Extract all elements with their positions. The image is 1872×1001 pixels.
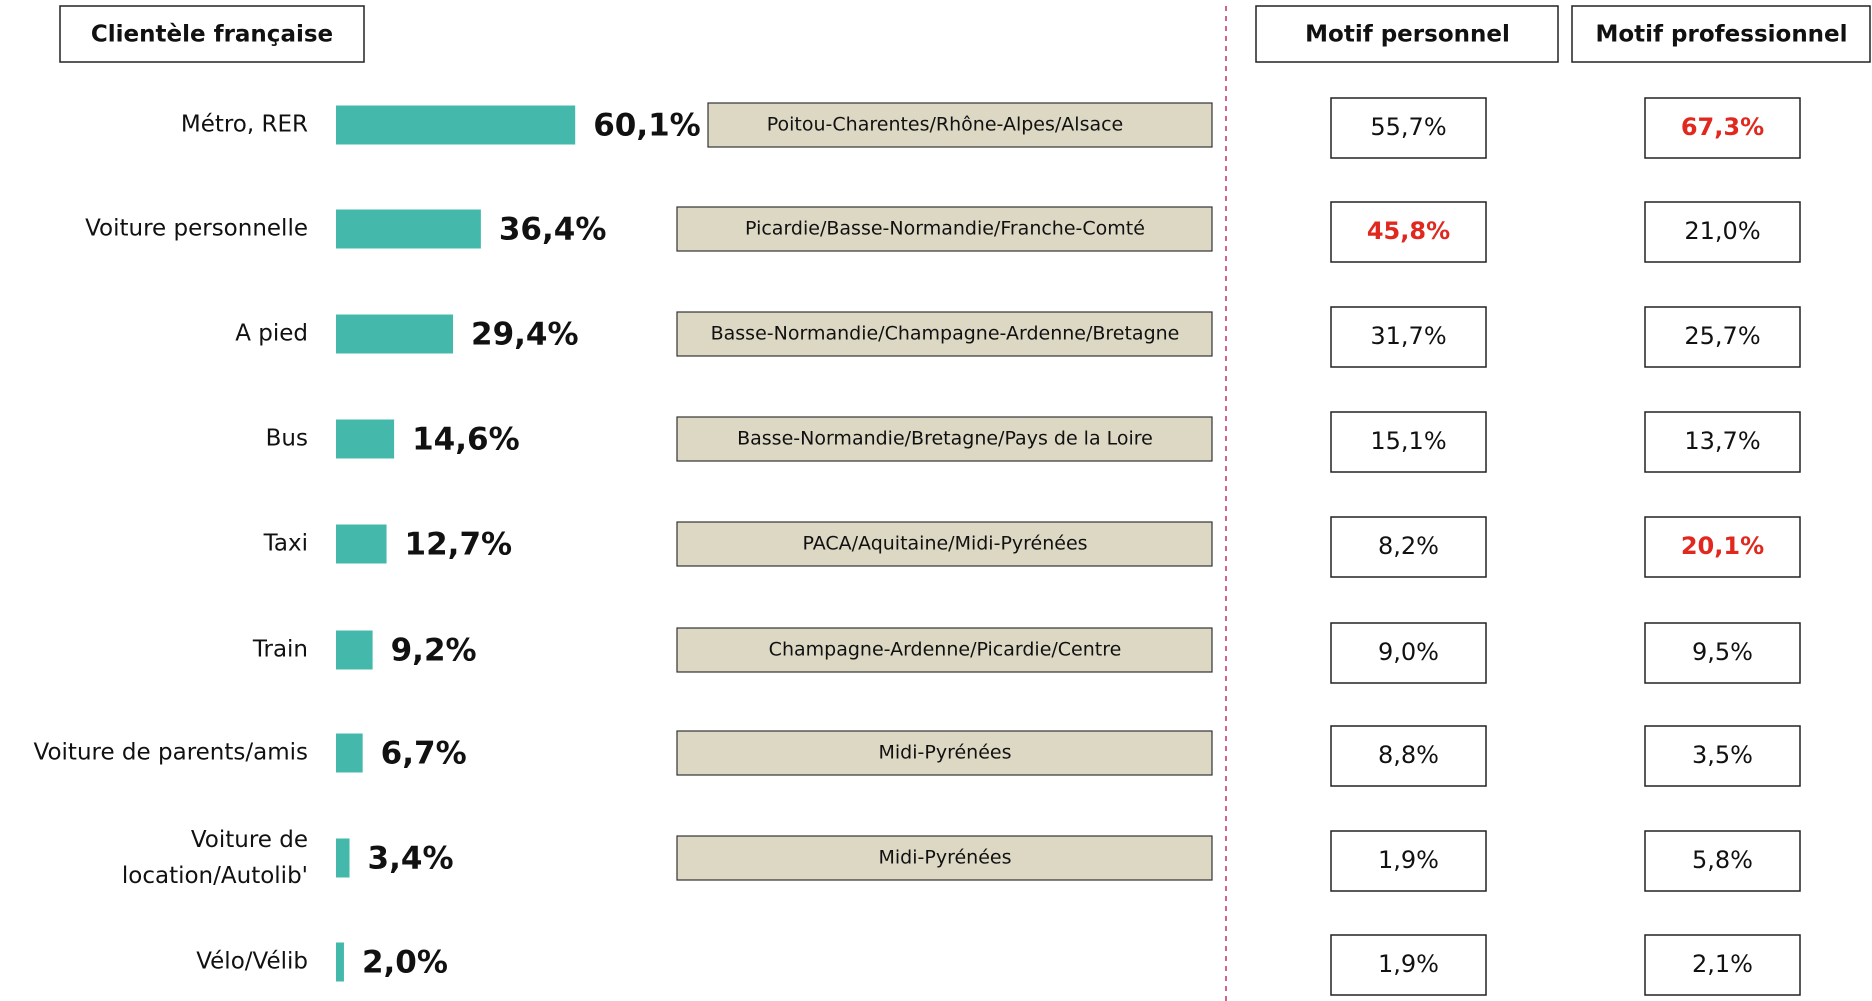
value-label: 9,2%: [391, 633, 477, 669]
category-label: Vélo/Vélib: [196, 949, 308, 975]
cell-value: 9,0%: [1378, 638, 1439, 666]
bar: [336, 838, 350, 878]
value-cell: [1644, 934, 1801, 996]
value-cell: [1644, 622, 1801, 684]
cell-value: 8,8%: [1378, 741, 1439, 769]
cell-value: 20,1%: [1681, 532, 1764, 560]
column-header: Motif professionnel: [1595, 22, 1847, 48]
cell-value: 5,8%: [1692, 846, 1753, 874]
category-label: Train: [252, 637, 308, 663]
column-header-box: [1571, 5, 1871, 63]
category-label: Taxi: [263, 531, 308, 557]
region-label: Champagne-Ardenne/Picardie/Centre: [769, 639, 1122, 661]
region-box: [707, 102, 1213, 148]
bar: [336, 630, 373, 670]
region-label: Picardie/Basse-Normandie/Franche-Comté: [745, 218, 1145, 240]
cell-value: 67,3%: [1681, 113, 1764, 141]
category-label: Voiture de parents/amis: [34, 740, 308, 766]
value-cell: [1330, 201, 1487, 263]
region-box: [676, 521, 1213, 567]
region-box: [676, 416, 1213, 462]
value-cell: [1330, 725, 1487, 787]
bar: [336, 419, 395, 459]
value-cell: [1330, 934, 1487, 996]
category-label: A pied: [235, 321, 308, 347]
cell-value: 31,7%: [1370, 322, 1446, 350]
cell-value: 55,7%: [1370, 113, 1446, 141]
value-cell: [1330, 622, 1487, 684]
region-label: Midi-Pyrénées: [879, 847, 1012, 869]
bar: [336, 524, 387, 564]
cell-value: 15,1%: [1370, 427, 1446, 455]
value-cell: [1644, 830, 1801, 892]
value-cell: [1330, 306, 1487, 368]
value-label: 60,1%: [593, 108, 701, 144]
region-box: [676, 835, 1213, 881]
bar: [336, 733, 363, 773]
bar: [336, 105, 576, 145]
region-box: [676, 311, 1213, 357]
value-label: 12,7%: [405, 527, 513, 563]
region-box: [676, 206, 1213, 252]
category-label-line: Voiture de: [191, 827, 308, 853]
value-label: 36,4%: [499, 212, 607, 248]
value-cell: [1330, 411, 1487, 473]
cell-value: 25,7%: [1684, 322, 1760, 350]
column-header: Motif personnel: [1305, 22, 1510, 48]
category-label-line: location/Autolib': [122, 863, 308, 889]
region-box: [676, 730, 1213, 776]
value-cell: [1644, 411, 1801, 473]
value-cell: [1330, 97, 1487, 159]
value-label: 29,4%: [471, 317, 579, 353]
value-label: 2,0%: [362, 945, 448, 981]
region-label: PACA/Aquitaine/Midi-Pyrénées: [802, 533, 1087, 555]
region-label: Basse-Normandie/Champagne-Ardenne/Bretag…: [711, 323, 1180, 345]
region-label: Poitou-Charentes/Rhône-Alpes/Alsace: [767, 114, 1124, 136]
value-cell: [1330, 830, 1487, 892]
region-label: Midi-Pyrénées: [879, 742, 1012, 764]
cell-value: 8,2%: [1378, 532, 1439, 560]
value-cell: [1644, 306, 1801, 368]
cell-value: 13,7%: [1684, 427, 1760, 455]
value-cell: [1644, 201, 1801, 263]
bar: [336, 209, 481, 249]
cell-value: 1,9%: [1378, 846, 1439, 874]
value-label: 6,7%: [381, 736, 467, 772]
cell-value: 9,5%: [1692, 638, 1753, 666]
region-label: Basse-Normandie/Bretagne/Pays de la Loir…: [737, 428, 1153, 450]
cell-value: 1,9%: [1378, 950, 1439, 978]
value-cell: [1644, 725, 1801, 787]
cell-value: 2,1%: [1692, 950, 1753, 978]
region-box: [676, 627, 1213, 673]
category-label: Voiture de location/Autolib': [122, 827, 308, 889]
cell-value: 21,0%: [1684, 217, 1760, 245]
bar: [336, 314, 454, 354]
value-cell: [1644, 516, 1801, 578]
title-box: [59, 5, 365, 63]
cell-value: 3,5%: [1692, 741, 1753, 769]
category-label: Métro, RER: [181, 112, 308, 138]
value-label: 3,4%: [368, 841, 454, 877]
value-cell: [1644, 97, 1801, 159]
category-label: Bus: [266, 426, 308, 452]
cell-value: 45,8%: [1367, 217, 1450, 245]
bar: [336, 942, 344, 982]
value-cell: [1330, 516, 1487, 578]
category-label: Voiture personnelle: [85, 216, 308, 242]
chart-title: Clientèle française: [91, 22, 333, 48]
value-label: 14,6%: [412, 422, 520, 458]
column-header-box: [1255, 5, 1559, 63]
